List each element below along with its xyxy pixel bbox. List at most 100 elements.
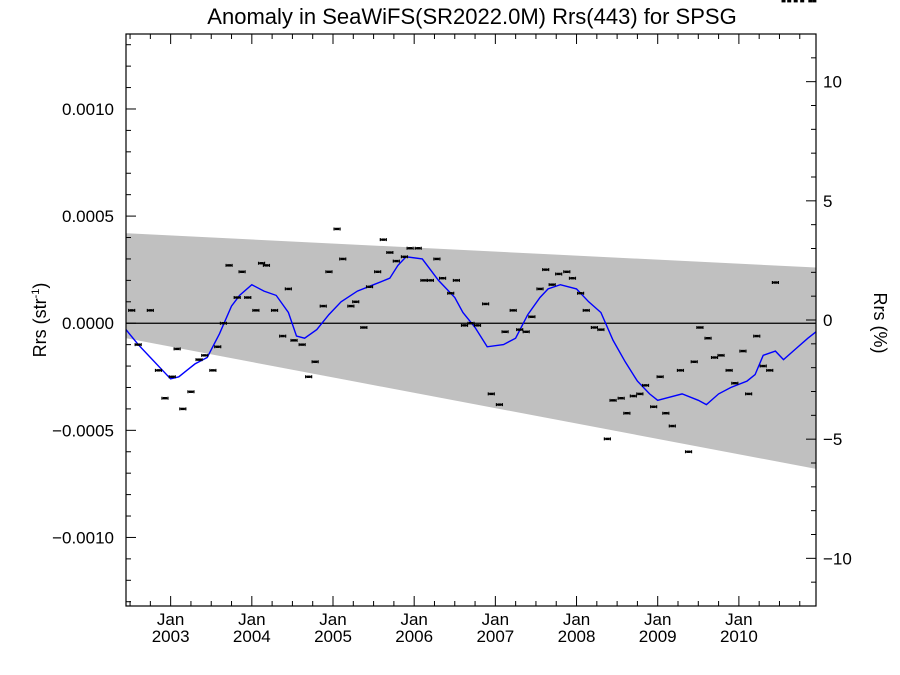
y-tick-label-right: −10: [823, 549, 852, 568]
data-point-marker: [148, 309, 153, 312]
data-point-marker: [637, 392, 642, 396]
data-point-marker: [428, 279, 433, 282]
data-point-marker: [808, 0, 813, 3]
data-point-marker: [538, 287, 542, 291]
data-point-marker: [326, 270, 331, 273]
data-point-marker: [631, 394, 636, 398]
y-tick-label-right: −5: [823, 430, 842, 449]
data-point-marker: [353, 300, 358, 303]
data-point-marker: [292, 339, 297, 342]
data-point-marker: [511, 309, 516, 312]
data-point-marker: [454, 279, 459, 282]
x-tick-label-year: 2006: [395, 627, 433, 646]
data-point-marker: [584, 309, 589, 312]
data-point-marker: [180, 407, 185, 411]
x-tick-label-month: Jan: [725, 610, 752, 629]
data-point-marker: [259, 262, 264, 265]
y-tick-label-left: 0.0000: [62, 314, 114, 333]
data-point-marker: [746, 392, 751, 396]
data-point-marker: [306, 375, 311, 378]
data-point-marker: [800, 0, 805, 3]
data-point-marker: [767, 369, 772, 372]
x-tick-label-year: 2004: [233, 627, 271, 646]
data-point-marker: [712, 356, 717, 359]
chart-title: Anomaly in SeaWiFS(SR2022.0M) Rrs(443) f…: [207, 4, 736, 29]
data-point-marker: [264, 264, 269, 267]
data-point-marker: [188, 390, 193, 393]
data-point-marker: [286, 287, 291, 291]
x-tick-label-month: Jan: [319, 610, 346, 629]
y-axis-label-left: Rrs (str-1): [30, 283, 50, 358]
data-point-marker: [462, 324, 467, 327]
data-point-marker: [483, 302, 488, 306]
data-point-marker: [170, 375, 175, 378]
data-point-marker: [440, 277, 445, 280]
x-tick-label-month: Jan: [482, 610, 509, 629]
data-point-marker: [235, 296, 240, 299]
data-point-marker: [197, 358, 202, 361]
y-tick-label-right: 10: [823, 73, 842, 92]
data-point-marker: [754, 334, 759, 338]
x-tick-label-month: Jan: [400, 610, 427, 629]
data-point-marker: [340, 257, 345, 261]
data-point-marker: [564, 270, 569, 273]
data-point-marker: [761, 364, 766, 368]
data-point-marker: [670, 424, 675, 428]
y-tick-label-left: −0.0010: [52, 528, 114, 547]
data-point-marker: [280, 334, 285, 338]
x-tick-label-month: Jan: [644, 610, 671, 629]
data-point-marker: [773, 281, 778, 284]
data-point-marker: [448, 292, 453, 295]
data-point-marker: [570, 277, 575, 280]
data-point-marker: [136, 343, 141, 346]
data-point-marker: [375, 270, 380, 273]
data-point-marker: [517, 328, 522, 331]
data-point-marker: [503, 330, 508, 333]
data-point-marker: [240, 270, 245, 273]
data-point-marker: [578, 292, 583, 295]
data-point-marker: [300, 343, 305, 346]
data-point-marker: [686, 450, 691, 453]
x-tick-label-year: 2008: [558, 627, 596, 646]
y-axis-label-right: Rrs (%): [870, 293, 890, 354]
data-point-marker: [361, 326, 366, 329]
data-point-marker: [475, 324, 480, 327]
data-point-marker: [434, 257, 439, 261]
data-point-marker: [367, 285, 372, 288]
data-point-marker: [156, 369, 161, 372]
data-point-marker: [592, 326, 597, 329]
data-point-marker: [624, 411, 629, 415]
data-point-marker: [335, 227, 340, 231]
data-point-marker: [227, 264, 232, 267]
data-point-marker: [787, 0, 792, 3]
data-point-marker: [313, 360, 318, 363]
x-tick-label-month: Jan: [238, 610, 265, 629]
data-point-marker: [348, 304, 353, 308]
data-point-marker: [387, 251, 392, 254]
x-tick-label-month: Jan: [563, 610, 590, 629]
data-point-marker: [719, 354, 724, 357]
data-point-marker: [781, 0, 786, 3]
data-point-marker: [489, 392, 494, 396]
data-point-marker: [619, 396, 624, 400]
data-point-marker: [605, 437, 610, 441]
data-point-marker: [740, 349, 745, 353]
data-point-marker: [706, 337, 711, 340]
data-point-marker: [253, 309, 258, 312]
data-point-marker: [421, 279, 426, 282]
data-point-marker: [381, 238, 386, 241]
data-point-marker: [202, 354, 207, 357]
x-tick-label-year: 2009: [639, 627, 677, 646]
data-point-marker: [129, 309, 134, 312]
data-point-marker: [658, 375, 663, 378]
plot-area: 0.0010 0.0005 0.0000 −0.0005 −0.0010 10 5 0 −5 −1…: [52, 0, 852, 646]
data-point-marker: [394, 259, 399, 263]
data-point-marker: [215, 345, 220, 348]
data-point-marker: [611, 399, 616, 402]
data-point-marker: [663, 411, 668, 415]
x-tick-label-year: 2007: [476, 627, 514, 646]
x-tick-label-year: 2005: [314, 627, 352, 646]
data-point-marker: [175, 347, 180, 351]
data-point-marker: [221, 322, 226, 325]
